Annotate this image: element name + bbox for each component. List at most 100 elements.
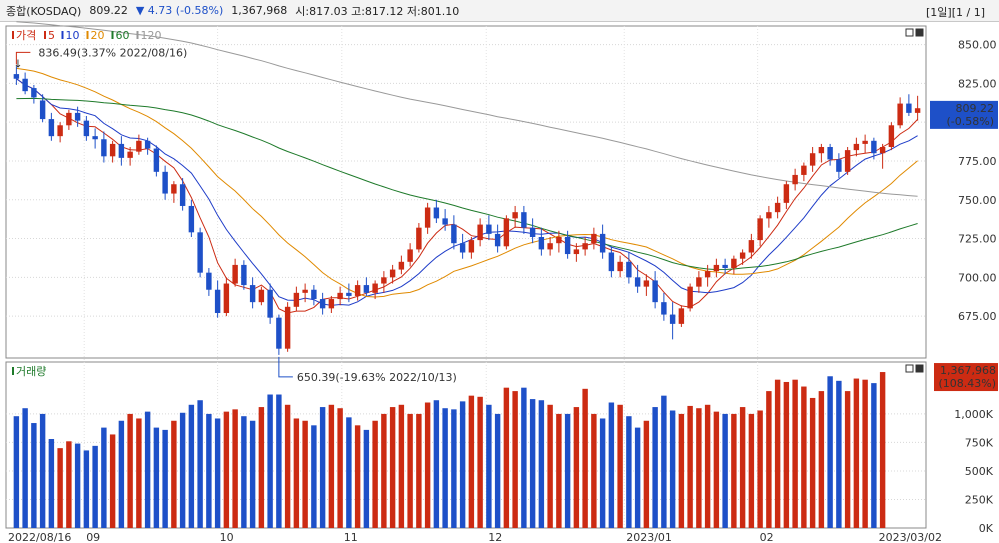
volume-bar (48, 439, 55, 528)
volume-bar (521, 387, 527, 528)
price-axis-tick: 750.00 (958, 194, 997, 207)
candle-body (328, 299, 335, 309)
x-axis-tick: 12 (488, 531, 502, 543)
legend-label-ma60[interactable]: 60 (116, 29, 130, 42)
volume-panel-maximize-icon[interactable] (905, 364, 914, 373)
candle-body (739, 252, 746, 259)
candle-body (669, 314, 676, 324)
volume-bar (389, 407, 396, 528)
volume-bar (599, 418, 606, 528)
volume-bar (188, 404, 195, 528)
price-panel-close-icon[interactable] (915, 28, 924, 37)
legend-label-ma10[interactable]: 10 (66, 29, 80, 42)
candle-body (188, 205, 195, 233)
volume-bar (564, 413, 571, 528)
candle-body (22, 78, 28, 92)
candle-body (529, 227, 536, 237)
volume-bar (836, 380, 842, 528)
volume-bar (416, 413, 422, 528)
volume-bar (354, 425, 361, 528)
volume-bar (171, 420, 177, 528)
volume-axis-tick: 1,000K (954, 408, 993, 421)
volume-bar (661, 395, 667, 528)
volume-bar (713, 411, 720, 528)
volume-bar (293, 418, 300, 528)
current-price: 809.22 (89, 4, 128, 17)
candle-body (92, 136, 98, 140)
volume-bar (346, 417, 352, 528)
volume-bar (766, 391, 772, 528)
legend-label-ma120[interactable]: 120 (141, 29, 162, 42)
legend-label-ma5[interactable]: 5 (48, 29, 55, 42)
volume-bar (582, 388, 588, 528)
candle-body (363, 285, 370, 293)
candle-body (398, 261, 405, 270)
price-axis-tick: 700.00 (958, 271, 997, 284)
price-axis-tick: 850.00 (958, 39, 997, 52)
volume-bar (853, 378, 860, 528)
last-price-tag (930, 100, 998, 129)
candle-body (564, 236, 571, 255)
volume-bar (827, 376, 833, 528)
price-axis-tick: 825.00 (958, 77, 997, 90)
legend-label-price[interactable]: 가격 (16, 29, 36, 42)
volume-bar (284, 404, 291, 528)
volume-bar (652, 407, 658, 528)
candle-body (267, 289, 273, 318)
candle-body (136, 140, 142, 152)
candle-body (486, 224, 492, 234)
volume-bar (74, 443, 81, 528)
candle-body (197, 232, 203, 273)
x-axis-tick: 2023/03/02 (879, 531, 942, 543)
volume-bar (547, 404, 553, 528)
candle-body (179, 184, 186, 206)
volume-bar (722, 413, 728, 528)
candle-body (162, 171, 168, 194)
open-high-low: 시:817.03 고:817.12 저:801.10 (295, 4, 460, 18)
volume-bar (783, 381, 790, 528)
candle-body (494, 233, 501, 247)
x-axis-tick: 10 (220, 531, 234, 543)
volume-bar (669, 410, 676, 528)
volume-bar (206, 413, 212, 528)
volume-bar (538, 400, 545, 528)
candle-body (389, 269, 396, 278)
volume-bar (136, 418, 142, 528)
candle-body (118, 143, 125, 158)
candle-body (206, 272, 212, 290)
price-panel (5, 25, 927, 359)
volume-bar (704, 404, 711, 528)
candle-body (451, 224, 457, 244)
volume-bar (433, 400, 440, 528)
volume-axis-tick: 0K (979, 522, 994, 535)
candle-body (302, 289, 308, 293)
volume-axis-tick: 250K (965, 493, 994, 506)
volume-panel-close-icon[interactable] (915, 364, 924, 373)
volume-bar (643, 420, 650, 528)
volume-bar (144, 411, 151, 528)
candle-body (704, 271, 711, 278)
volume-bar (101, 427, 107, 528)
volume-bar (179, 412, 186, 528)
volume-bar (573, 407, 580, 528)
candle-body (337, 292, 343, 300)
x-axis-tick: 02 (760, 531, 774, 543)
volume-axis-tick: 500K (965, 465, 994, 478)
x-axis-tick: 11 (344, 531, 358, 543)
candle-body (109, 143, 116, 157)
volume-bar (363, 429, 370, 528)
price-panel-maximize-icon[interactable] (905, 28, 914, 37)
candle-body (836, 159, 842, 172)
candle-body (591, 233, 597, 244)
volume-bar (276, 394, 282, 528)
low-annotation-label: 650.39(-19.63% 2022/10/13) (297, 371, 457, 384)
legend-label-volume[interactable]: 거래량 (16, 365, 46, 378)
symbol-name[interactable]: 종합(KOSDAQ) (6, 4, 82, 18)
period-selector[interactable]: [1일][1 / 1] (926, 6, 985, 19)
candle-body (293, 292, 300, 307)
volume-bar (57, 448, 63, 528)
ma60-line (16, 97, 918, 271)
legend-label-ma20[interactable]: 20 (91, 29, 105, 42)
legend-marker (44, 31, 46, 39)
volume-bar (844, 391, 851, 528)
